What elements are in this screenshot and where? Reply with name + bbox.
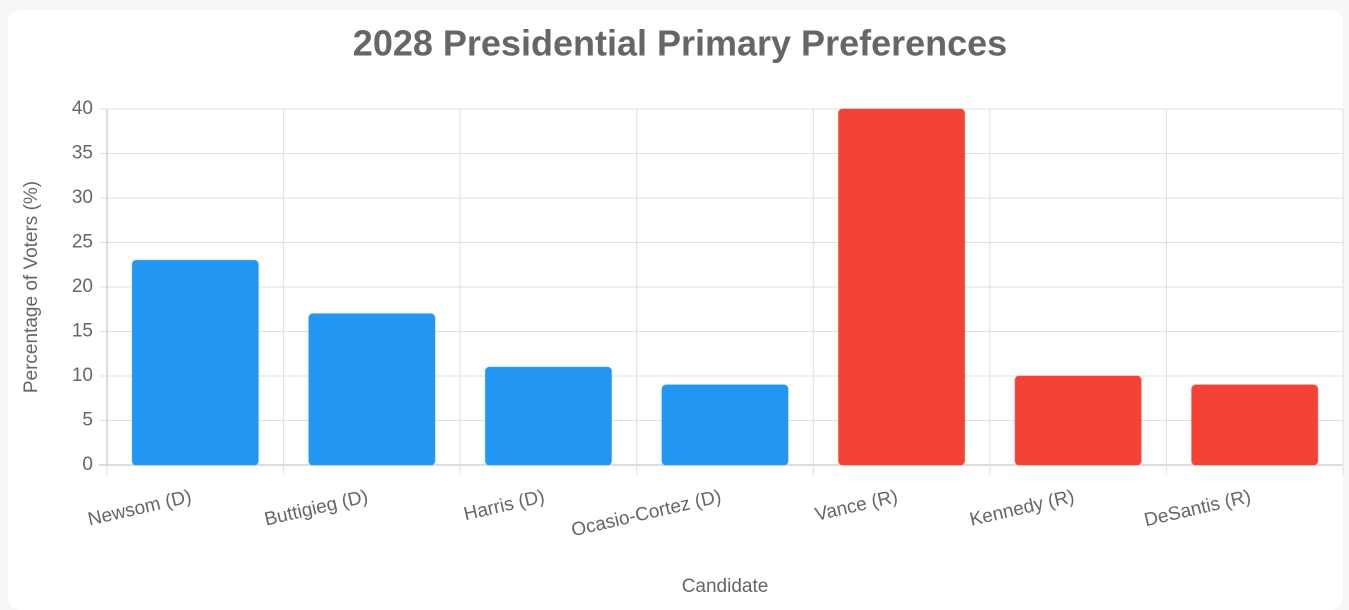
x-tick-label: Newsom (D) [86,486,194,530]
y-tick-label: 25 [72,232,93,253]
bar [131,259,259,466]
chart-title: 2028 Presidential Primary Preferences [353,23,1007,64]
y-tick-label: 0 [82,454,93,475]
y-tick-label: 20 [72,276,93,297]
bar [1014,375,1142,466]
bar [308,313,436,466]
x-tick-label: Ocasio-Cortez (D) [569,486,723,541]
bar [661,384,789,466]
x-tick-label: DeSantis (R) [1142,486,1253,531]
y-tick-label: 10 [72,365,93,386]
x-tick-label: Vance (R) [813,486,900,525]
bar [484,366,612,466]
y-tick-label: 35 [72,143,93,164]
y-tick-label: 30 [72,187,93,208]
y-tick-label: 15 [72,321,93,342]
x-tick-label: Harris (D) [462,486,547,525]
y-axis-title: Percentage of Voters (%) [21,181,42,393]
y-tick-label: 5 [82,410,93,431]
x-axis-title: Candidate [682,576,769,597]
x-tick-label: Buttigieg (D) [262,486,370,530]
x-tick-label: Kennedy (R) [968,486,1077,530]
bar [838,108,966,466]
bar [1191,384,1319,466]
y-tick-label: 40 [72,98,93,119]
